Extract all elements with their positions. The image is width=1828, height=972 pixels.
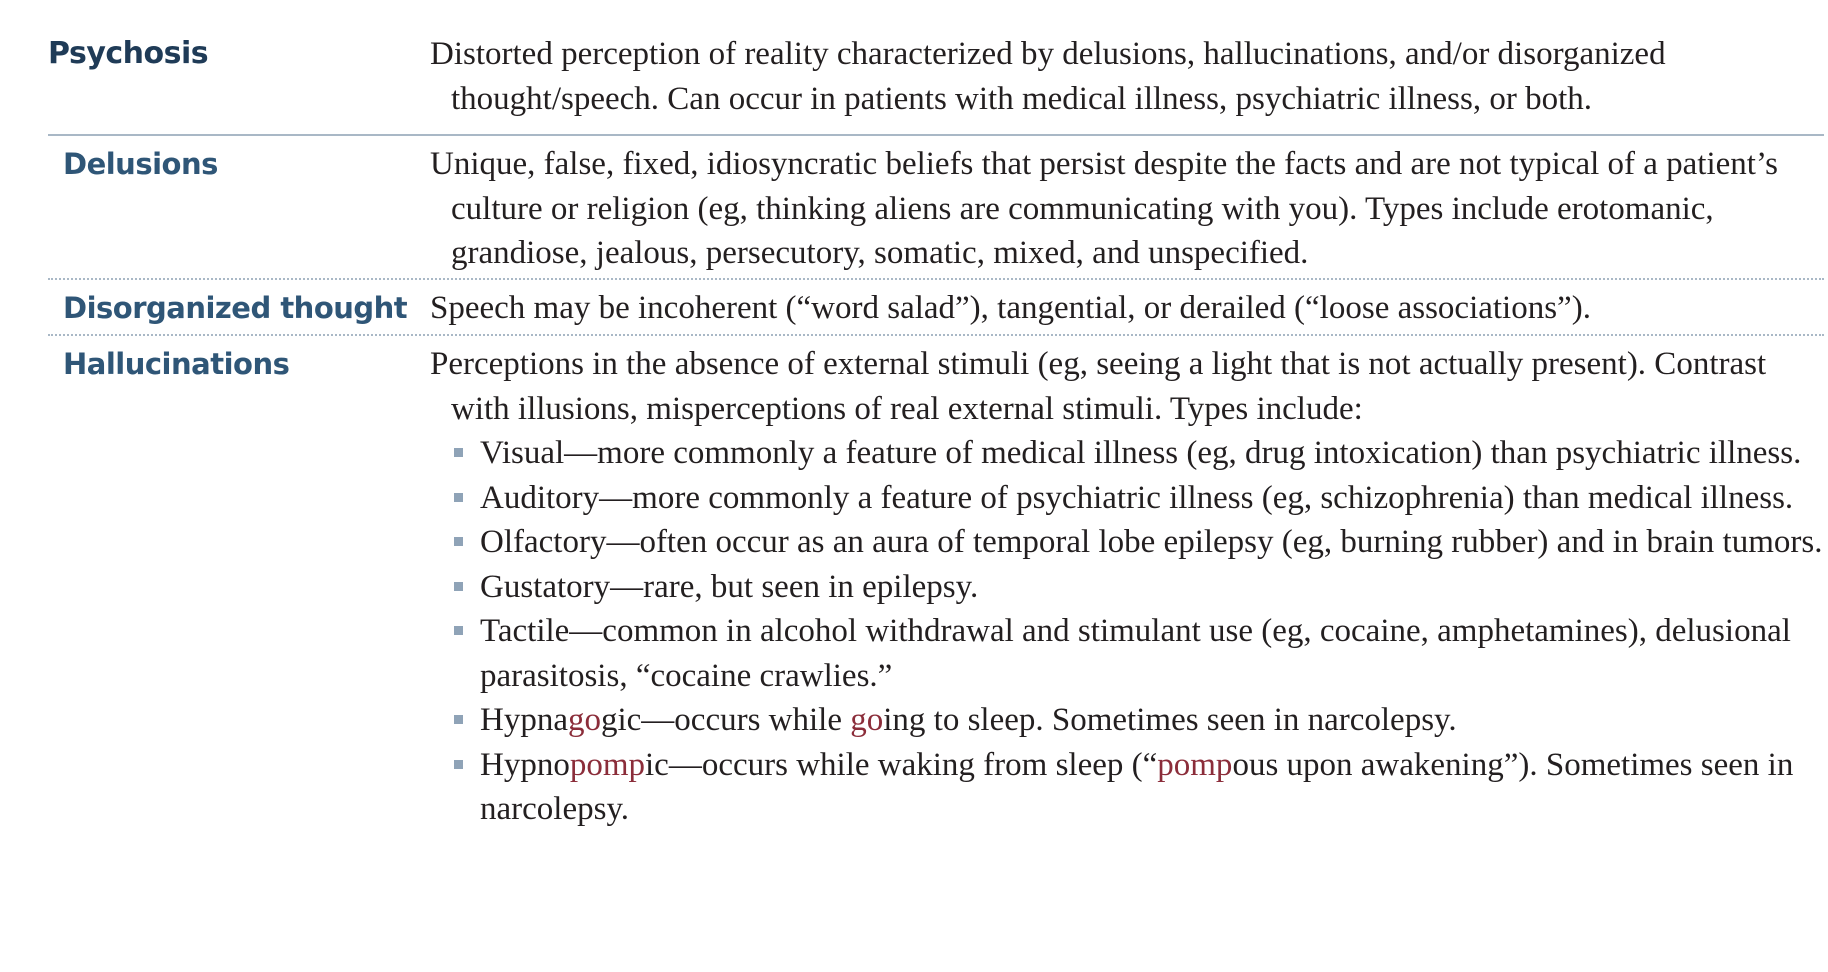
term-delusions: Delusions <box>63 147 218 181</box>
square-bullet-icon <box>454 581 463 591</box>
divider-dotted <box>48 278 1824 280</box>
list-item: Tactile—common in alcohol withdrawal and… <box>451 609 1824 698</box>
list-item: Visual—more commonly a feature of medica… <box>451 431 1824 476</box>
definition-disorganized-thought: Speech may be incoherent (“word salad”),… <box>430 286 1824 331</box>
square-bullet-icon <box>454 715 463 724</box>
mnemonic-highlight: pomp <box>569 746 646 783</box>
list-item-hypnopompic: Hypnopompic—occurs while waking from sle… <box>451 743 1824 832</box>
list-item: Olfactory—often occur as an aura of temp… <box>451 520 1824 565</box>
definition-delusions: Unique, false, fixed, idiosyncratic beli… <box>430 142 1824 276</box>
list-item-text: Tactile—common in alcohol withdrawal and… <box>480 613 1791 694</box>
term-disorganized-thought: Disorganized thought <box>63 291 408 325</box>
list-item-text: Auditory—more commonly a feature of psyc… <box>480 479 1794 516</box>
definition-text: Distorted perception of reality characte… <box>430 36 1666 117</box>
definition-text: Unique, false, fixed, idiosyncratic beli… <box>430 146 1778 271</box>
square-bullet-icon <box>454 448 463 457</box>
mnemonic-highlight: go <box>567 702 601 738</box>
list-item-text: Visual—more commonly a feature of medica… <box>480 435 1802 471</box>
square-bullet-icon <box>454 537 463 546</box>
mnemonic-highlight: pomp <box>1157 746 1233 783</box>
divider-solid <box>48 134 1824 136</box>
square-bullet-icon <box>454 759 463 769</box>
definition-hallucinations: Perceptions in the absence of external s… <box>430 342 1824 832</box>
definition-psychosis: Distorted perception of reality characte… <box>430 32 1824 121</box>
divider-dotted <box>48 334 1824 336</box>
term-hallucinations: Hallucinations <box>63 347 290 381</box>
definition-text: Speech may be incoherent (“word salad”),… <box>430 290 1591 326</box>
square-bullet-icon <box>454 492 463 502</box>
list-item: Auditory—more commonly a feature of psyc… <box>451 476 1824 521</box>
list-item-text: Gustatory—rare, but seen in epilepsy. <box>480 568 979 605</box>
mnemonic-highlight: go <box>850 702 884 738</box>
list-item-hypnagogic: Hypnagogic—occurs while going to sleep. … <box>451 698 1824 743</box>
term-psychosis: Psychosis <box>48 36 209 71</box>
square-bullet-icon <box>454 626 463 635</box>
definition-text: Perceptions in the absence of external s… <box>430 346 1767 427</box>
list-item-text: Olfactory—often occur as an aura of temp… <box>480 524 1823 560</box>
list-item: Gustatory—rare, but seen in epilepsy. <box>451 565 1824 610</box>
hallucination-types-list: Visual—more commonly a feature of medica… <box>430 431 1824 832</box>
